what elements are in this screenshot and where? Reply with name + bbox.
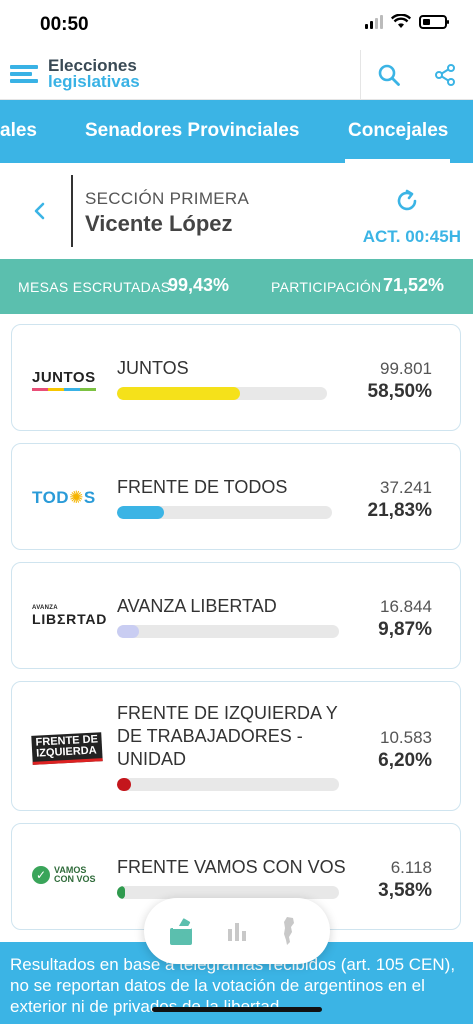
map-argentina-icon (283, 917, 294, 945)
status-bar: 00:50 (0, 0, 473, 50)
signal-icon (365, 14, 383, 29)
mesas-label: MESAS ESCRUTADAS (18, 279, 171, 295)
tab-diputados[interactable]: ales (0, 120, 37, 141)
footer-disclaimer: Resultados en base a telegramas recibido… (0, 942, 473, 1024)
app-logo[interactable]: Elecciones legislativas (10, 56, 140, 91)
stats-bar: MESAS ESCRUTADAS 99,43% PARTICIPACIÓN 71… (0, 259, 473, 314)
vote-bar-fill (117, 886, 125, 899)
party-name: AVANZA LIBERTAD (117, 596, 277, 616)
chart-button[interactable] (217, 911, 257, 951)
vote-bar (117, 387, 327, 400)
share-icon (435, 64, 455, 86)
vote-percentage: 3,58% (378, 880, 432, 901)
vote-percentage: 9,87% (378, 619, 432, 640)
share-button[interactable] (417, 50, 473, 100)
vote-bar (117, 506, 332, 519)
vote-percentage: 6,20% (378, 750, 432, 771)
vote-bar-fill (117, 506, 164, 519)
party-name: FRENTE DE TODOS (117, 477, 288, 497)
logo-subtitle: legislativas (48, 72, 140, 91)
wifi-icon (391, 14, 411, 28)
vote-percentage: 21,83% (367, 500, 432, 521)
vote-bar-fill (117, 387, 240, 400)
category-tabs: ales Senadores Provinciales Concejales (0, 100, 473, 163)
search-button[interactable] (361, 50, 417, 100)
avanza-libertad-logo: AVANZA LIBΣRTAD (32, 605, 108, 627)
mesas-value: 99,43% (168, 275, 230, 295)
logo-title: Elecciones (48, 56, 137, 75)
party-name: FRENTE VAMOS CON VOS (117, 857, 346, 877)
status-icons (365, 14, 449, 29)
party-name: FRENTE DE IZQUIERDA Y DE TRABAJADORES - … (117, 703, 338, 769)
app-header: Elecciones legislativas (0, 50, 473, 100)
frente-de-izquierda-logo: FRENTE DE IZQUIERDA (31, 732, 104, 765)
todos-logo: TOD✺S (32, 488, 96, 507)
vote-count: 16.844 (380, 597, 432, 616)
vote-bar-fill (117, 778, 131, 791)
battery-icon (419, 14, 449, 29)
result-card-frente-de-izquierda[interactable]: FRENTE DE IZQUIERDA FRENTE DE IZQUIERDA Y… (11, 681, 461, 811)
tab-senadores-provinciales[interactable]: Senadores Provinciales (85, 120, 300, 141)
vote-count: 99.801 (380, 359, 432, 378)
vote-percentage: 58,50% (367, 381, 432, 402)
floating-nav (144, 898, 330, 964)
section-header: SECCIÓN PRIMERA Vicente López ACT. 00:45… (0, 163, 473, 259)
refresh-icon[interactable] (393, 187, 421, 215)
map-button[interactable] (270, 911, 310, 951)
vote-count: 37.241 (380, 478, 432, 497)
home-indicator (152, 1007, 322, 1012)
search-icon (378, 64, 400, 86)
back-chevron-icon[interactable] (28, 199, 52, 223)
bar-chart-icon (227, 923, 246, 941)
section-label: SECCIÓN PRIMERA (85, 189, 250, 208)
participacion-value: 71,52% (383, 275, 445, 295)
ballot-icon (170, 918, 193, 945)
juntos-logo: JUNTOS (32, 369, 96, 391)
disclaimer-text: Resultados en base a telegramas recibido… (10, 955, 456, 1016)
last-update: ACT. 00:45H (362, 227, 461, 246)
tab-concejales[interactable]: Concejales (348, 120, 449, 141)
municipality-name: Vicente López (85, 211, 233, 236)
vote-bar (117, 778, 339, 791)
status-time: 00:50 (40, 14, 89, 35)
vote-bar (117, 886, 339, 899)
result-card-juntos[interactable]: JUNTOS JUNTOS 99.801 58,50% (11, 324, 461, 431)
section-divider (71, 175, 73, 247)
vote-bar (117, 625, 339, 638)
vote-count: 6.118 (390, 858, 432, 877)
vote-count: 10.583 (380, 728, 432, 747)
ballot-button[interactable] (164, 911, 204, 951)
result-card-avanza-libertad[interactable]: AVANZA LIBΣRTAD AVANZA LIBERTAD 16.844 9,… (11, 562, 461, 669)
active-tab-indicator (345, 159, 450, 163)
party-name: JUNTOS (117, 358, 189, 378)
check-icon: ✓ (32, 866, 50, 884)
vamos-con-vos-logo: ✓ VAMOS CON VOS (32, 866, 96, 884)
vote-bar-fill (117, 625, 139, 638)
result-card-frente-de-todos[interactable]: TOD✺S FRENTE DE TODOS 37.241 21,83% (11, 443, 461, 550)
logo-bars-icon (10, 62, 38, 86)
participacion-label: PARTICIPACIÓN (271, 279, 382, 295)
